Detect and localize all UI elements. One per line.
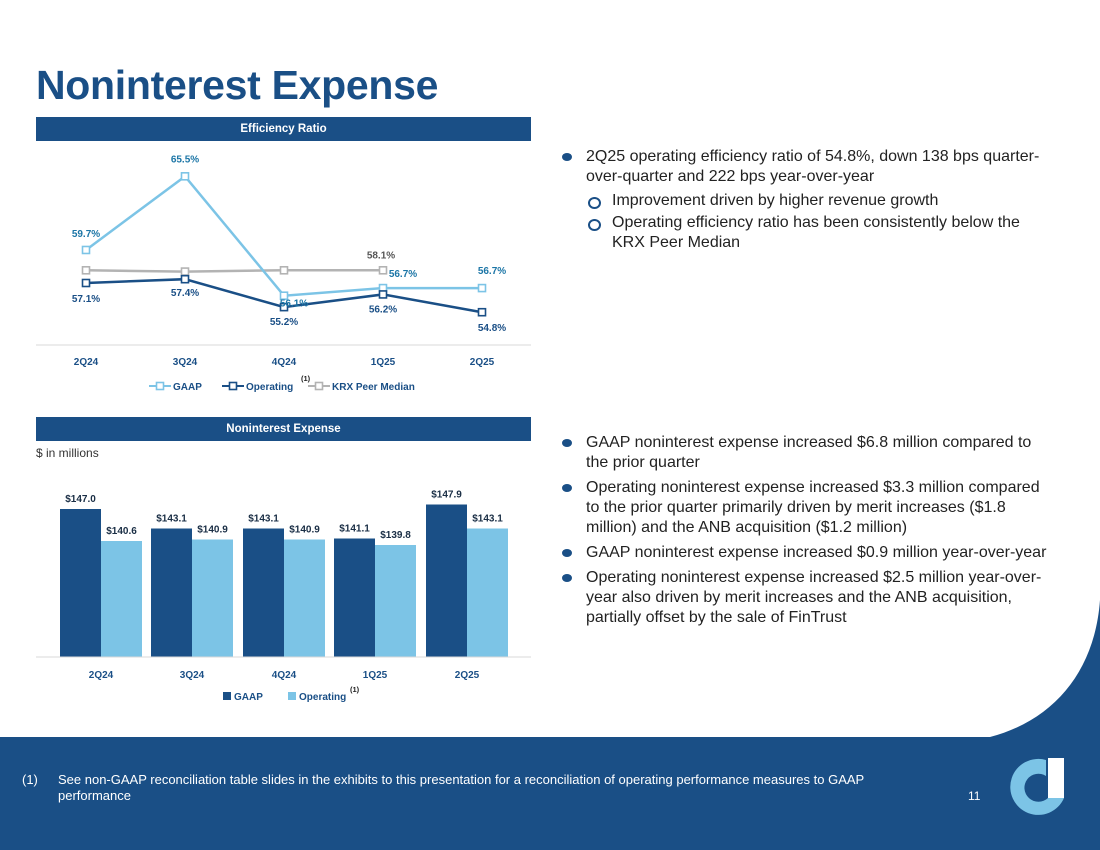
marker-gaap [81,245,91,255]
legend-label: GAAP [173,382,202,393]
footer-band [0,737,1100,850]
legend-item: Operating (1) [222,374,311,393]
legend-label: Operating [246,382,293,393]
bar-gaap [60,509,101,657]
page-title: Noninterest Expense [36,62,439,108]
marker-gaap [279,291,289,300]
bar-operating [192,539,233,657]
bar-value-label: $147.9 [431,490,462,501]
bar-value-label: $143.1 [472,514,503,525]
label-krx-peer: 58.1% [367,250,395,261]
sub-bullet-item: Operating efficiency ratio has been cons… [560,213,1050,253]
x-tick-label: 1Q25 [371,357,396,368]
bar-operating [101,541,142,657]
company-logo-icon [1010,758,1064,815]
bar-gaap [426,504,467,657]
bullet-item: GAAP noninterest expense increased $6.8 … [560,433,1050,473]
legend-superscript: (1) [301,374,311,383]
bar-value-label: $140.9 [197,525,228,536]
legend-item: KRX Peer Median [308,381,415,393]
legend-label: KRX Peer Median [332,382,415,393]
label-gaap: 56.7% [478,266,506,277]
bar-operating [375,545,416,657]
bar-value-label: $141.1 [339,524,370,535]
legend-swatch-marker [155,381,165,391]
marker-operating [279,302,289,312]
legend-label: Operating [299,692,346,703]
x-tick-label: 2Q25 [470,357,495,368]
x-tick-label: 4Q24 [272,357,297,368]
footnote-number: (1) [22,772,38,787]
bar-value-label: $140.9 [289,525,320,536]
efficiency-ratio-chart: 59.7% 65.5% 56.1% 56.7% 56.7% 57.1% 57.4% 55.2%… [36,154,531,393]
marker-operating [81,278,91,288]
x-tick-label: 4Q24 [272,670,297,681]
marker-krx-peer-median [378,266,388,275]
bar-gaap [334,538,375,657]
bar-value-label: $143.1 [248,514,279,525]
page-number: 11 [968,789,981,803]
bar-value-label: $143.1 [156,514,187,525]
x-tick-label: 2Q24 [74,357,99,368]
legend-swatch [223,692,231,700]
bullet-item: Operating noninterest expense increased … [560,478,1050,538]
marker-operating [378,290,388,299]
marker-gaap [180,172,190,181]
bar-value-label: $140.6 [106,526,137,537]
x-tick-label: 3Q24 [173,357,198,368]
bullet-item: Operating noninterest expense increased … [560,568,1050,628]
line-krx-peer-median [85,269,383,273]
label-operating: 56.2% [369,304,397,315]
label-operating: 57.1% [72,294,100,305]
legend-item: GAAP [149,381,202,393]
legend-label: GAAP [234,692,263,703]
legend-swatch [288,692,296,700]
label-operating: 57.4% [171,288,199,299]
efficiency-ratio-chart-header: Efficiency Ratio [36,117,531,141]
x-tick-label: 2Q25 [455,670,480,681]
label-operating: 55.2% [270,317,298,328]
legend-swatch-marker [228,381,238,391]
bar-gaap [243,528,284,657]
expense-bullets: GAAP noninterest expense increased $6.8 … [560,433,1050,633]
marker-gaap [477,283,487,293]
legend-superscript: (1) [350,685,360,694]
label-gaap: 65.5% [171,154,199,165]
noninterest-expense-chart-header: Noninterest Expense [36,417,531,441]
marker-operating [180,274,190,284]
footnote: (1) See non-GAAP reconciliation table sl… [22,772,912,804]
footnote-text: See non-GAAP reconciliation table slides… [58,772,864,803]
x-tick-label: 1Q25 [363,670,388,681]
bar-gaap [151,528,192,657]
marker-krx-peer-median [81,266,91,275]
marker-krx-peer-median [279,266,289,275]
efficiency-bullets: 2Q25 operating efficiency ratio of 54.8%… [560,147,1050,255]
bar-operating [467,528,508,657]
legend-item: GAAP [223,692,263,703]
label-gaap: 56.7% [389,269,417,280]
legend-swatch-marker [314,381,324,391]
label-gaap: 56.1% [280,299,308,310]
bullet-item: 2Q25 operating efficiency ratio of 54.8%… [560,147,1050,187]
label-gaap: 59.7% [72,229,100,240]
sub-bullet-item: Improvement driven by higher revenue gro… [560,191,1050,211]
label-operating: 54.8% [478,323,506,334]
bar-operating [284,539,325,657]
x-tick-label: 2Q24 [89,670,114,681]
bullet-item: GAAP noninterest expense increased $0.9 … [560,543,1050,563]
marker-operating [477,307,487,317]
bar-value-label: $147.0 [65,494,96,505]
legend-item: Operating (1) [288,685,360,703]
bar-value-label: $139.8 [380,530,411,541]
x-tick-label: 3Q24 [180,670,205,681]
units-label: $ in millions [36,446,99,460]
noninterest-expense-chart: $147.0 $143.1 $143.1 $141.1 $147.9 $140.6 $140… [36,490,531,703]
